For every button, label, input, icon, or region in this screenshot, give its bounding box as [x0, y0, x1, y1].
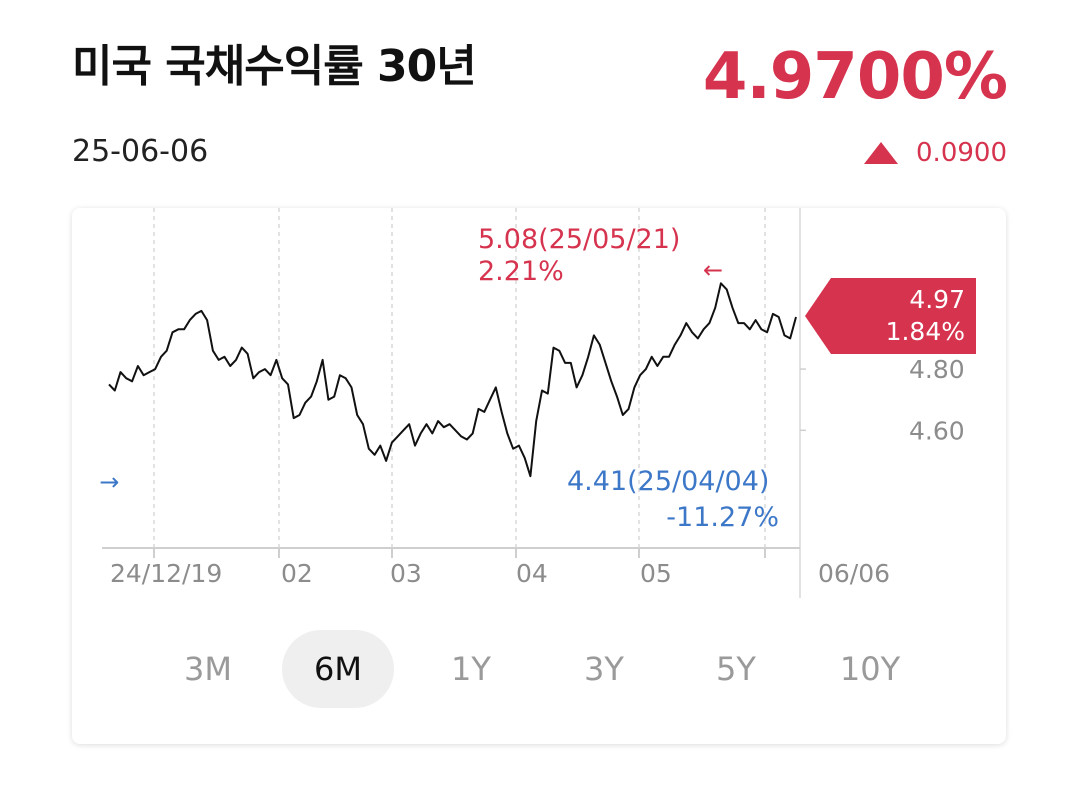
low-label: 4.41(25/04/04) [567, 466, 769, 497]
high-arrow-icon: ← [703, 256, 723, 284]
current-value-label: 4.97 [909, 285, 965, 314]
current-pct-label: 1.84% [886, 317, 965, 346]
period-button-6m[interactable]: 6M [282, 630, 394, 708]
triangle-up-icon [864, 142, 899, 164]
yield-chart[interactable]: 4.60 4.80 24/12/19 02 03 04 05 06/06 5.08(25/05/… [72, 208, 1006, 628]
price-change-value: 0.0900 [916, 138, 1007, 168]
current-price: 4.9700% [702, 40, 1008, 114]
x-tick-label-5: 06/06 [818, 559, 890, 588]
x-tick-label-2: 03 [390, 559, 422, 588]
period-button-1y[interactable]: 1Y [451, 650, 491, 688]
period-selector: 3M 6M 1Y 3Y 5Y 10Y [72, 630, 1006, 710]
period-button-5y[interactable]: 5Y [716, 650, 756, 688]
high-label: 5.08(25/05/21) [478, 224, 680, 255]
high-pct-label: 2.21% [478, 256, 564, 287]
chart-card: 4.60 4.80 24/12/19 02 03 04 05 06/06 5.08(25/05/… [72, 208, 1006, 744]
y-tick-label-0: 4.60 [909, 416, 965, 445]
low-pct-label: -11.27% [666, 502, 779, 533]
quote-date: 25-06-06 [72, 134, 209, 169]
page-title: 미국 국채수익률 30년 [72, 41, 477, 92]
x-tick-label-0: 24/12/19 [110, 559, 222, 588]
y-tick-label-1: 4.80 [909, 355, 965, 384]
current-value-flag [805, 278, 976, 354]
low-arrow-icon: → [99, 468, 119, 496]
x-tick-label-4: 05 [640, 559, 672, 588]
price-change: 0.0900 [864, 138, 1007, 168]
x-tick-label-1: 02 [281, 559, 313, 588]
period-button-3y[interactable]: 3Y [584, 650, 624, 688]
period-button-3m[interactable]: 3M [184, 650, 232, 688]
period-button-10y[interactable]: 10Y [839, 650, 901, 688]
series-line [108, 282, 797, 478]
x-tick-label-3: 04 [516, 559, 548, 588]
